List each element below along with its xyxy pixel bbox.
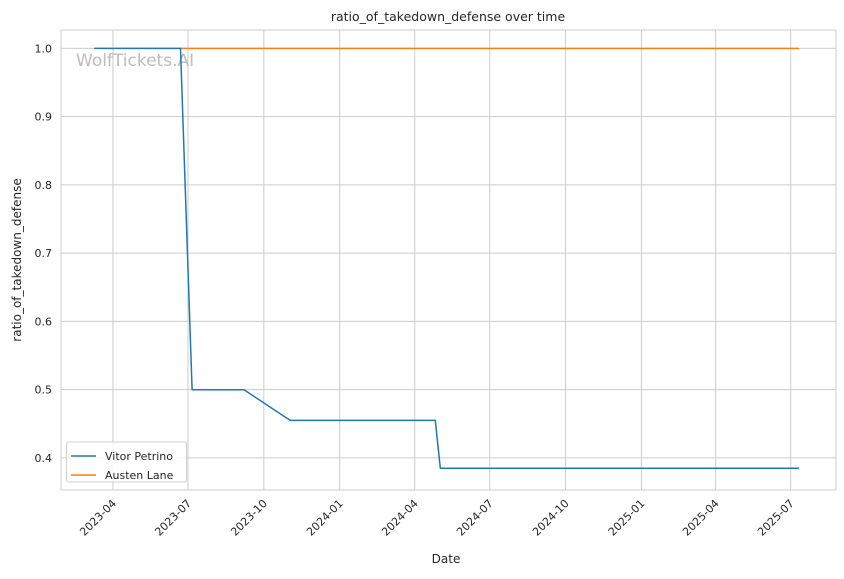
x-tick-label: 2024-01 <box>304 497 346 539</box>
x-tick-label: 2024-04 <box>379 497 421 539</box>
x-tick-labels: 2023-04 2023-07 2023-10 2024-01 2024-04 2024-… <box>77 497 796 539</box>
y-tick-label: 0.9 <box>35 111 53 124</box>
watermark: WolfTickets.AI <box>76 51 194 71</box>
legend-label: Vitor Petrino <box>105 450 173 463</box>
x-tick-label: 2025-01 <box>606 497 648 539</box>
legend: Vitor Petrino Austen Lane <box>66 441 187 483</box>
legend-box <box>66 441 187 483</box>
grid <box>61 30 836 490</box>
y-tick-label: 0.6 <box>35 315 53 328</box>
chart-title: ratio_of_takedown_defense over time <box>331 9 566 24</box>
x-tick-label: 2023-10 <box>228 497 270 539</box>
legend-label: Austen Lane <box>105 469 174 482</box>
y-tick-labels: 0.4 0.5 0.6 0.7 0.8 0.9 1.0 <box>35 42 53 464</box>
y-tick-label: 0.4 <box>35 452 53 465</box>
y-tick-label: 0.7 <box>35 247 53 260</box>
y-tick-label: 0.5 <box>35 384 53 397</box>
series-lines <box>94 47 799 469</box>
x-tick-label: 2024-07 <box>454 497 496 539</box>
x-tick-label: 2023-04 <box>77 497 119 539</box>
y-tick-label: 1.0 <box>35 42 53 55</box>
x-tick-label: 2024-10 <box>530 497 572 539</box>
x-tick-label: 2025-07 <box>755 497 797 539</box>
plot-area-border <box>60 29 837 491</box>
x-tick-label: 2023-07 <box>152 497 194 539</box>
x-tick-label: 2025-04 <box>680 497 722 539</box>
y-tick-label: 0.8 <box>35 179 53 192</box>
x-axis-label: Date <box>432 552 461 566</box>
y-axis-label: ratio_of_takedown_defense <box>10 178 24 341</box>
series-line-vitor-petrino <box>94 47 799 469</box>
